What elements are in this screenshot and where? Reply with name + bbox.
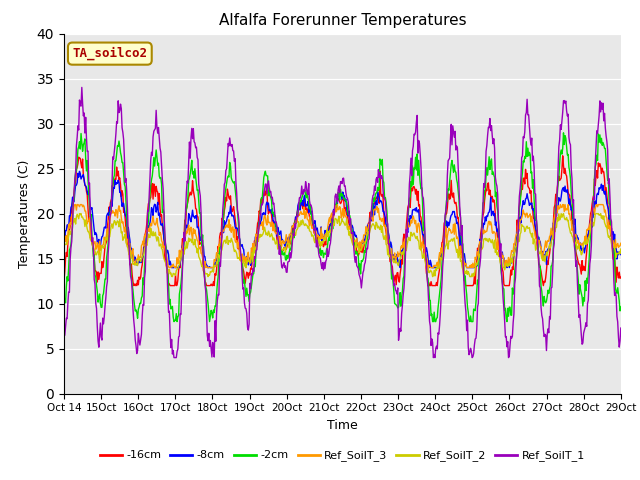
Legend: -16cm, -8cm, -2cm, Ref_SoilT_3, Ref_SoilT_2, Ref_SoilT_1: -16cm, -8cm, -2cm, Ref_SoilT_3, Ref_Soil… [95, 446, 589, 466]
X-axis label: Time: Time [327, 419, 358, 432]
Text: TA_soilco2: TA_soilco2 [72, 47, 147, 60]
Title: Alfalfa Forerunner Temperatures: Alfalfa Forerunner Temperatures [219, 13, 466, 28]
Y-axis label: Temperatures (C): Temperatures (C) [18, 159, 31, 268]
